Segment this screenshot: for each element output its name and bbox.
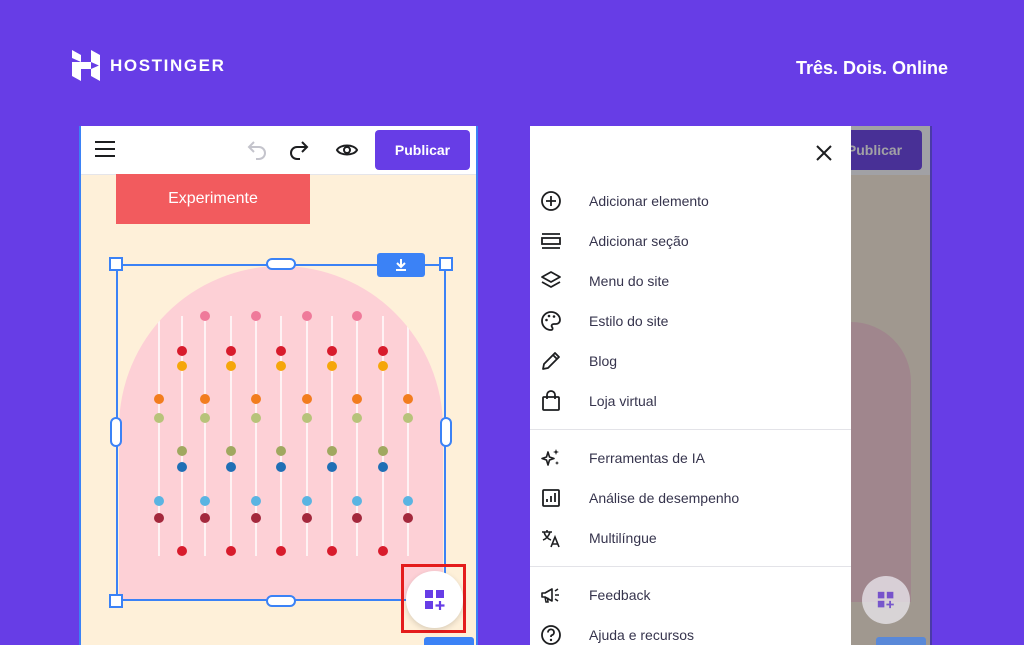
menu-item-blog[interactable]: Blog	[530, 341, 851, 381]
menu-item-analytics[interactable]: Análise de desempenho	[530, 478, 851, 518]
plus-circle-icon	[541, 191, 561, 211]
menu-item-label: Multilíngue	[589, 530, 657, 546]
undo-icon[interactable]	[245, 138, 269, 162]
sparkles-icon	[541, 449, 559, 466]
resize-handle-top[interactable]	[266, 258, 296, 270]
menu-item-site-style[interactable]: Estilo do site	[530, 301, 851, 341]
add-element-fab-right	[862, 576, 910, 624]
megaphone-icon	[541, 588, 559, 603]
translate-icon	[542, 530, 560, 548]
add-element-fab[interactable]	[406, 571, 463, 628]
menu-item-label: Ferramentas de IA	[589, 450, 705, 466]
menu-divider	[530, 429, 851, 430]
menu-item-label: Ajuda e recursos	[589, 627, 695, 643]
palette-icon	[541, 311, 561, 331]
add-widget-icon	[877, 591, 894, 609]
lollipop-image	[119, 266, 443, 601]
menu-item-multilingual[interactable]: Multilíngue	[530, 518, 851, 558]
download-icon[interactable]	[377, 253, 425, 277]
publish-button[interactable]: Publicar	[375, 130, 470, 170]
menu-item-help[interactable]: Ajuda e recursos	[530, 615, 851, 645]
hamburger-menu-icon[interactable]	[95, 141, 115, 157]
section-icon	[541, 233, 561, 249]
selected-image-element[interactable]	[109, 253, 453, 608]
menu-item-label: Loja virtual	[589, 393, 657, 409]
tagline: Três. Dois. Online	[795, 58, 948, 78]
menu-item-label: Adicionar seção	[589, 233, 689, 249]
lollipops-pattern	[154, 311, 413, 556]
menu-item-label: Análise de desempenho	[589, 490, 740, 506]
resize-handle-right[interactable]	[440, 417, 452, 447]
menu-item-label: Blog	[589, 353, 618, 369]
analytics-icon	[542, 489, 560, 507]
menu-list: Adicionar elemento Adicionar seção Menu …	[530, 181, 851, 645]
menu-item-label: Menu do site	[589, 273, 670, 289]
preview-eye-icon[interactable]	[335, 138, 359, 162]
hostinger-logo-icon	[72, 50, 100, 81]
menu-item-label: Feedback	[589, 587, 651, 603]
resize-handle-left[interactable]	[110, 417, 122, 447]
help-circle-icon	[541, 625, 561, 645]
menu-item-label: Estilo do site	[589, 313, 669, 329]
selection-border	[116, 264, 446, 601]
editor-preview-left: Publicar Experimente	[79, 126, 478, 645]
close-icon[interactable]	[815, 144, 833, 162]
editor-side-menu: Adicionar elemento Adicionar seção Menu …	[530, 126, 851, 645]
editor-toolbar: Publicar	[81, 126, 476, 175]
redo-icon[interactable]	[287, 138, 311, 162]
menu-item-label: Adicionar elemento	[589, 193, 709, 209]
menu-item-add-section[interactable]: Adicionar seção	[530, 221, 851, 261]
lollipop-image-right	[851, 322, 911, 602]
menu-divider	[530, 566, 851, 567]
add-widget-icon	[424, 589, 444, 610]
menu-item-feedback[interactable]: Feedback	[530, 575, 851, 615]
menu-item-ai-tools[interactable]: Ferramentas de IA	[530, 438, 851, 478]
cta-button[interactable]: Experimente	[116, 174, 310, 224]
menu-item-site-menu[interactable]: Menu do site	[530, 261, 851, 301]
section-handle[interactable]	[424, 637, 474, 645]
shopping-bag-icon	[542, 390, 560, 411]
resize-handle-bottom-left[interactable]	[109, 594, 123, 608]
pencil-icon	[542, 352, 560, 370]
menu-item-add-element[interactable]: Adicionar elemento	[530, 181, 851, 221]
menu-item-online-store[interactable]: Loja virtual	[530, 381, 851, 421]
section-handle-right	[876, 637, 926, 645]
layers-icon	[541, 271, 561, 288]
brand-name: HOSTINGER	[110, 55, 226, 75]
highlight-box	[401, 564, 466, 633]
resize-handle-top-left[interactable]	[109, 257, 123, 271]
resize-handle-top-right[interactable]	[439, 257, 453, 271]
resize-handle-bottom[interactable]	[266, 595, 296, 607]
hostinger-brand: HOSTINGER	[72, 50, 225, 81]
